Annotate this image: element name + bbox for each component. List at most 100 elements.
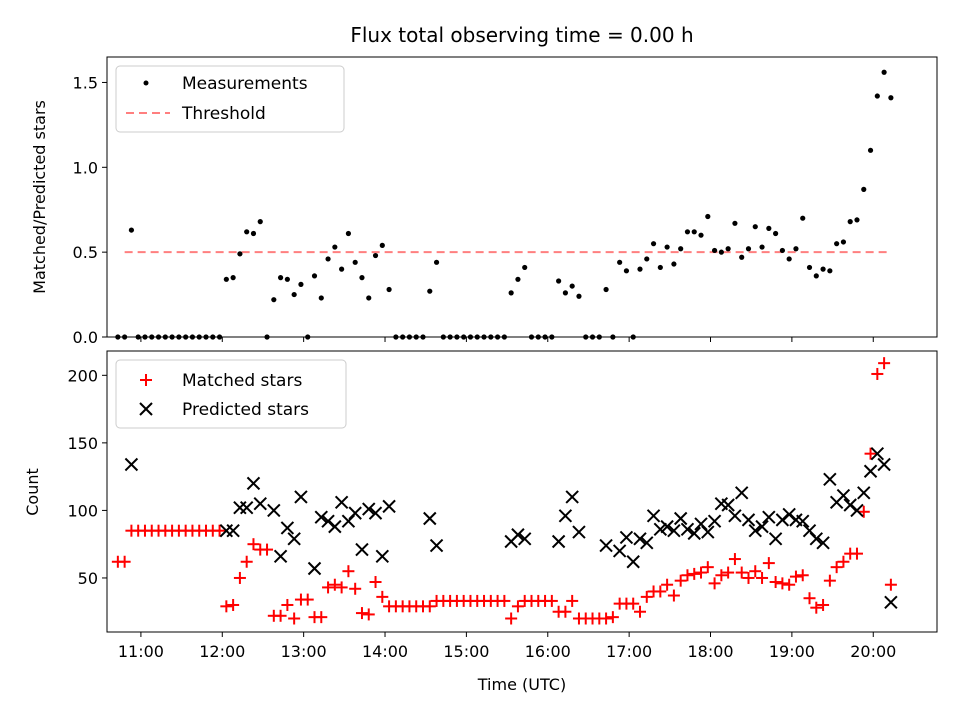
- matched-star-point: [322, 581, 335, 594]
- predicted-star-point: [280, 521, 295, 535]
- matched-star-point: [498, 594, 511, 607]
- measurement-point: [379, 242, 385, 248]
- bottom-y-tick-label: 200: [67, 366, 98, 385]
- measurement-point: [874, 93, 880, 99]
- bottom-plot-area: [111, 357, 898, 625]
- ratio-panel: Flux total observing time = 0.00 h Match…: [30, 23, 938, 347]
- matched-star-point: [742, 571, 755, 584]
- predicted-star-point: [355, 542, 369, 557]
- predicted-star-point: [226, 523, 240, 538]
- measurement-point: [617, 259, 623, 265]
- matched-star-point: [640, 590, 653, 603]
- matched-star-point: [301, 593, 314, 606]
- legend-label-measurements: Measurements: [182, 74, 308, 94]
- measurement-point: [569, 283, 575, 289]
- predicted-star-point: [273, 549, 288, 564]
- predicted-star-point: [124, 457, 139, 472]
- measurement-point: [867, 147, 874, 153]
- predicted-star-point: [863, 464, 878, 478]
- matched-star-point: [261, 543, 274, 556]
- legend-label-threshold: Threshold: [181, 104, 266, 124]
- measurement-point: [827, 268, 833, 274]
- matched-star-point: [315, 611, 328, 624]
- predicted-star-point: [748, 523, 762, 538]
- measurement-point: [515, 276, 521, 282]
- matched-star-point: [783, 578, 796, 591]
- matched-star-point: [803, 592, 816, 605]
- measurement-point: [623, 268, 630, 274]
- measurement-point: [888, 95, 894, 101]
- legend-label-predicted: Predicted stars: [182, 400, 309, 420]
- bottom-y-axis-label: Count: [23, 468, 42, 516]
- bottom-y-tick-label: 50: [78, 569, 98, 588]
- bottom-y-tick-label: 100: [67, 501, 98, 520]
- measurement-point: [786, 256, 792, 262]
- matched-star-point: [756, 571, 769, 584]
- matched-star-point: [654, 585, 667, 598]
- measurement-point: [847, 219, 853, 225]
- matched-star-point: [830, 561, 843, 574]
- measurement-point: [861, 186, 867, 192]
- matched-star-point: [715, 569, 728, 582]
- matched-star-point: [789, 570, 802, 583]
- predicted-star-point: [551, 534, 566, 549]
- x-tick-label: 14:00: [362, 642, 408, 661]
- predicted-star-point: [884, 595, 898, 609]
- measurement-point: [840, 239, 847, 245]
- matched-star-point: [708, 577, 721, 590]
- measurement-point: [745, 246, 752, 252]
- measurement-point: [732, 220, 738, 226]
- measurement-point: [345, 230, 352, 237]
- matched-star-point: [559, 605, 572, 618]
- x-tick-label: 12:00: [199, 642, 245, 661]
- measurement-point: [698, 232, 704, 238]
- matched-star-point: [349, 582, 362, 595]
- measurement-point: [678, 246, 684, 252]
- measurement-point: [779, 247, 785, 254]
- matched-star-point: [274, 609, 287, 622]
- predicted-star-point: [816, 536, 830, 550]
- matched-star-point: [776, 577, 789, 590]
- measurement-point: [508, 290, 514, 296]
- measurement-point: [522, 264, 528, 271]
- measurement-point: [359, 275, 365, 281]
- matched-star-point: [233, 571, 246, 584]
- predicted-star-point: [558, 509, 573, 523]
- bottom-legend-box: [115, 359, 347, 429]
- measurement-point: [711, 247, 718, 254]
- measurement-point: [366, 295, 372, 301]
- matched-star-point: [823, 574, 836, 587]
- predicted-star-point: [877, 457, 891, 472]
- x-axis-label: Time (UTC): [477, 675, 566, 694]
- legend-marker-predicted: [139, 402, 153, 416]
- matched-star-point: [342, 565, 355, 578]
- top-y-tick-label: 1.5: [73, 73, 98, 92]
- predicted-star-point: [701, 525, 715, 539]
- matched-star-point: [864, 447, 877, 460]
- predicted-star-point: [633, 532, 647, 546]
- measurement-point: [684, 229, 691, 235]
- top-legend-box: [115, 65, 345, 133]
- predicted-star-point: [294, 490, 308, 504]
- matched-star-point: [810, 601, 823, 614]
- measurement-point: [325, 256, 331, 262]
- top-y-axis-label: Matched/Predicted stars: [30, 100, 49, 294]
- bottom-y-ticks: 50 100 150 200: [67, 366, 107, 588]
- top-y-tick-label: 0.5: [73, 243, 98, 262]
- predicted-star-point: [246, 476, 261, 491]
- matched-star-point: [511, 600, 524, 613]
- matched-star-point: [837, 555, 850, 568]
- predicted-star-point: [429, 538, 444, 553]
- predicted-star-point: [423, 511, 437, 526]
- predicted-star-point: [687, 526, 701, 541]
- matched-star-point: [681, 569, 694, 582]
- matched-star-point: [695, 566, 708, 579]
- predicted-star-point: [721, 498, 735, 512]
- legend-marker-matched: [140, 374, 152, 386]
- measurement-point: [813, 273, 819, 279]
- matched-star-point: [545, 594, 558, 607]
- measurement-point: [773, 230, 779, 237]
- predicted-star-point: [599, 538, 613, 553]
- matched-star-point: [376, 590, 389, 603]
